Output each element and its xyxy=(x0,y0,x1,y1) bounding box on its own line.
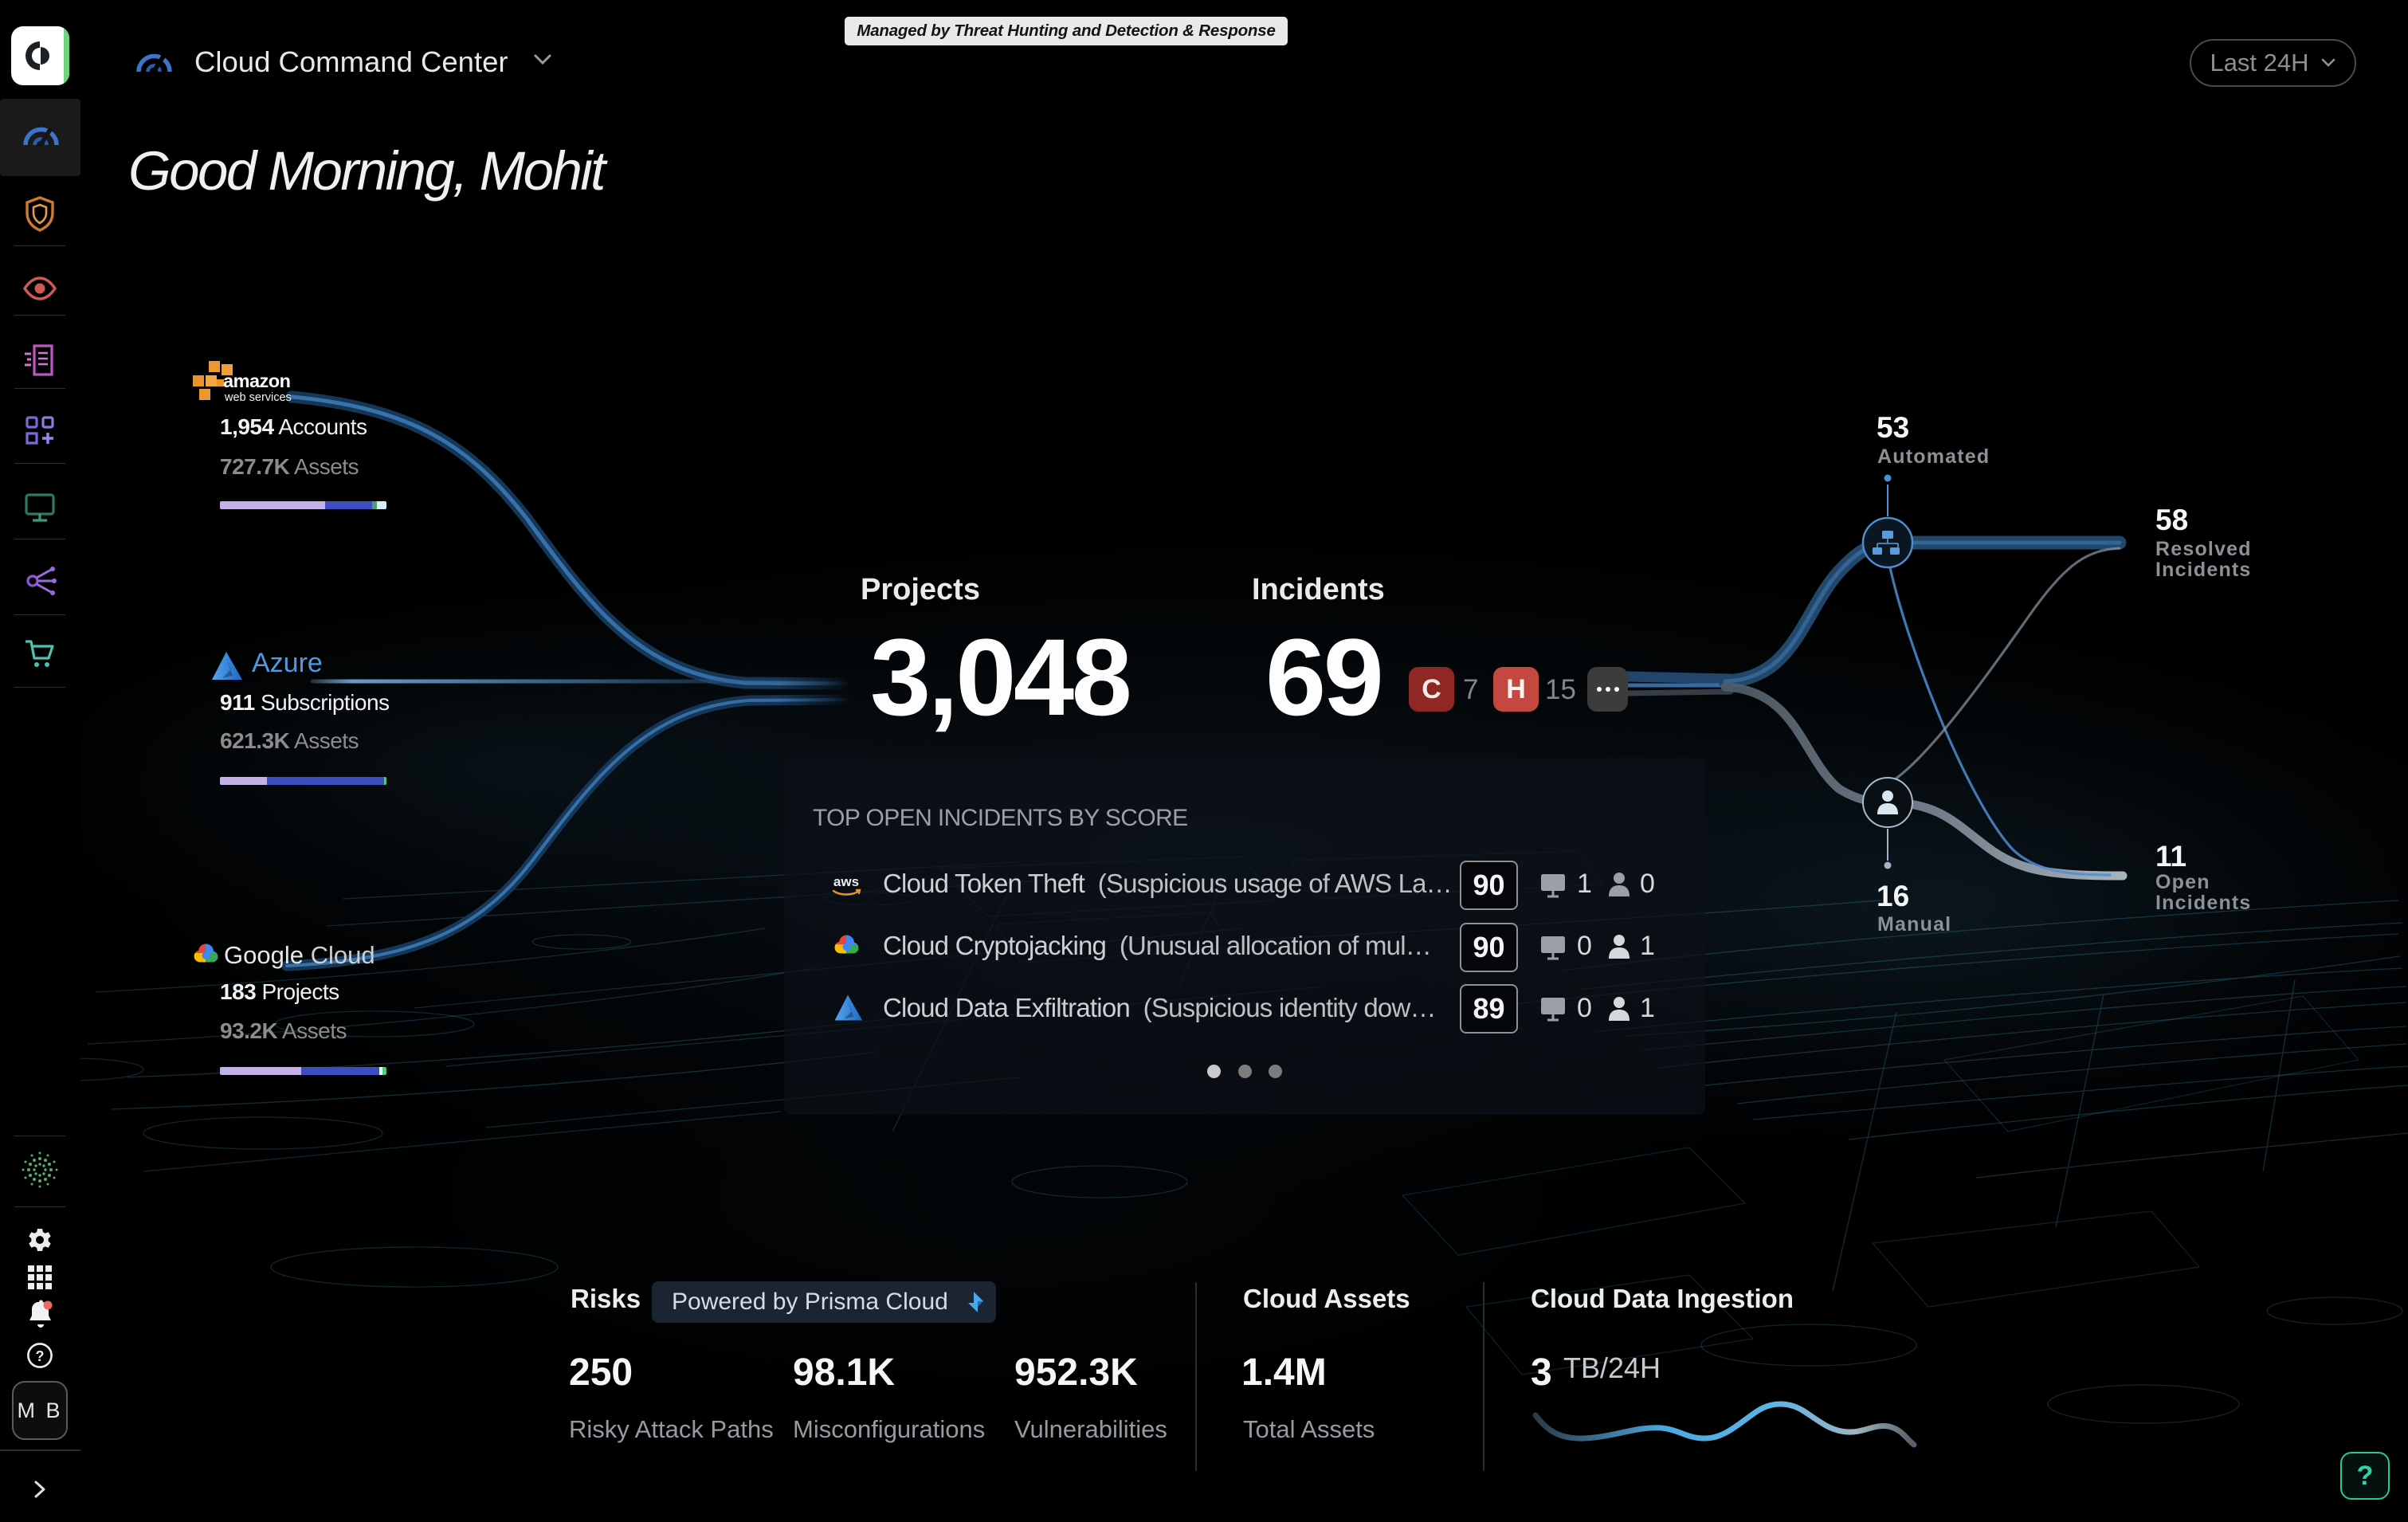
svg-text:aws: aws xyxy=(833,874,859,889)
svg-text:?: ? xyxy=(36,1348,45,1364)
svg-text:web services: web services xyxy=(224,391,292,404)
svg-text:amazon: amazon xyxy=(223,371,291,391)
